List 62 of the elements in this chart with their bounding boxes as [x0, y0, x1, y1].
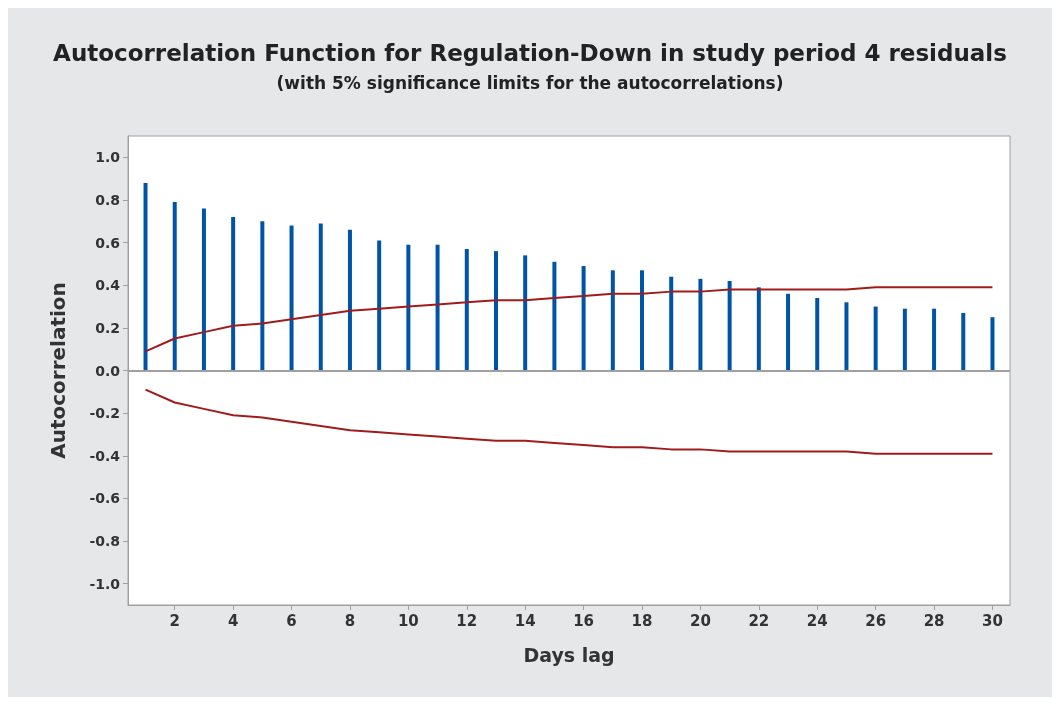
bar — [464, 248, 469, 371]
x-tick-label: 20 — [689, 611, 711, 630]
bar — [435, 244, 440, 371]
y-tick-label: -0.4 — [89, 447, 121, 464]
bar — [873, 306, 878, 371]
y-tick-label: -0.6 — [89, 490, 120, 507]
x-tick-label: 4 — [227, 611, 239, 630]
y-tick-label: -1.0 — [89, 575, 121, 592]
x-tick-label: 10 — [397, 611, 419, 630]
x-tick-label: 26 — [865, 611, 887, 630]
bar — [143, 182, 148, 371]
y-tick-label: -0.8 — [89, 533, 120, 550]
bar — [260, 221, 265, 371]
bar — [640, 270, 645, 371]
bar — [727, 280, 732, 371]
bar — [201, 208, 206, 371]
y-tick-label: 0.0 — [95, 362, 121, 379]
y-tick-label: 0.8 — [95, 191, 120, 208]
bar — [406, 244, 411, 371]
x-tick-label: 16 — [573, 611, 595, 630]
x-tick-label: 6 — [286, 611, 297, 630]
y-tick-label: 1.0 — [95, 149, 121, 166]
x-tick-label: 14 — [514, 611, 536, 630]
x-tick-label: 18 — [631, 611, 653, 630]
bar — [318, 223, 323, 371]
bar — [990, 317, 995, 371]
bar — [932, 308, 937, 371]
y-tick-label: 0.2 — [95, 319, 120, 336]
bar — [172, 202, 177, 371]
bar — [815, 298, 820, 371]
x-axis-title: Days lag — [523, 643, 615, 666]
line-series — [144, 286, 994, 353]
bar — [756, 287, 761, 371]
bar — [669, 276, 674, 371]
bar — [523, 255, 528, 371]
bar — [961, 312, 966, 371]
x-tick-label: 28 — [923, 611, 945, 630]
bar — [698, 278, 703, 371]
bar — [289, 225, 294, 371]
chart-title: Autocorrelation Function for Regulation-Down in study period 4 residuals — [53, 39, 1007, 66]
bar — [552, 261, 557, 371]
x-tick-label: 24 — [806, 611, 828, 630]
line-series — [144, 388, 994, 455]
x-tick-label: 12 — [456, 611, 478, 630]
x-tick-label: 22 — [748, 611, 770, 630]
x-tick-label: 8 — [344, 611, 356, 630]
x-tick-label: 30 — [982, 611, 1003, 630]
y-tick-label: -0.2 — [89, 405, 120, 422]
bar — [493, 251, 498, 371]
bar — [581, 266, 586, 371]
bar — [902, 308, 907, 371]
chart-subtitle: (with 5% significance limits for the autocorrelations) — [276, 72, 784, 93]
bar — [347, 229, 352, 371]
y-tick-label: 0.6 — [95, 234, 120, 251]
bar — [610, 270, 615, 371]
bar — [377, 240, 382, 371]
bar — [844, 302, 849, 371]
x-tick-label: 2 — [169, 611, 180, 630]
bar — [231, 217, 236, 371]
bar — [786, 293, 791, 371]
y-axis-title: Autocorrelation — [46, 282, 70, 459]
y-tick-label: 0.4 — [95, 277, 121, 294]
